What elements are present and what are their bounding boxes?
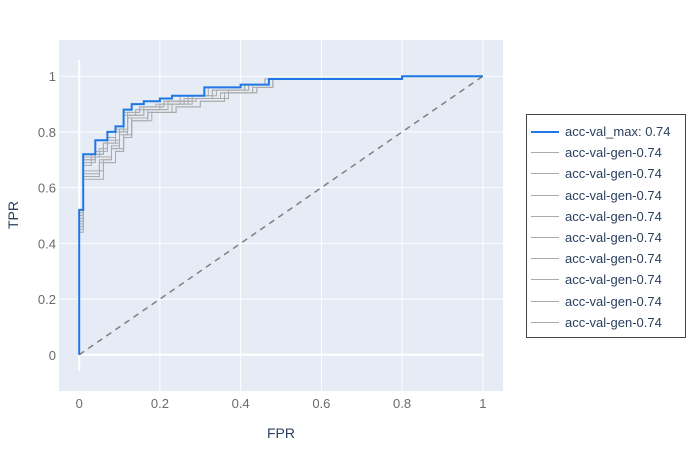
legend-label: acc-val-gen-0.74 — [565, 272, 662, 288]
series-line-gen-9 — [78, 75, 483, 355]
legend-label: acc-val-gen-0.74 — [565, 314, 662, 330]
legend-item[interactable]: acc-val_max: 0.74 — [531, 121, 685, 142]
x-tick-label: 0 — [76, 396, 83, 411]
legend-label: acc-val_max: 0.74 — [565, 124, 671, 140]
diagonal-layer — [78, 75, 484, 356]
legend-swatch — [531, 173, 559, 175]
legend-item[interactable]: acc-val-gen-0.74 — [531, 163, 685, 184]
y-tick-label: 1 — [49, 69, 56, 84]
legend-item[interactable]: acc-val-gen-0.74 — [531, 291, 685, 312]
y-tick-label: 0.8 — [38, 125, 56, 140]
x-tick-label: 1 — [479, 396, 486, 411]
legend-item[interactable]: acc-val-gen-0.74 — [531, 269, 685, 290]
legend-swatch — [531, 215, 559, 217]
legend-label: acc-val-gen-0.74 — [565, 293, 662, 309]
legend-swatch — [531, 279, 559, 281]
legend-swatch — [531, 152, 559, 154]
y-tick-label: 0.2 — [38, 292, 56, 307]
x-tick-label: 0.6 — [312, 396, 330, 411]
legend-swatch — [531, 258, 559, 260]
x-axis-title: FPR — [267, 425, 295, 441]
legend: acc-val_max: 0.74 acc-val-gen-0.74 acc-val… — [526, 114, 686, 338]
legend-swatch — [531, 300, 559, 302]
x-tick-label: 0.8 — [393, 396, 411, 411]
y-tick-label: 0 — [49, 348, 56, 363]
legend-swatch — [531, 130, 559, 133]
legend-swatch — [531, 321, 559, 323]
legend-label: acc-val-gen-0.74 — [565, 208, 662, 224]
diagonal-reference-line — [78, 75, 484, 356]
x-tick-labels: 0 0.2 0.4 0.6 0.8 1 — [76, 396, 487, 411]
legend-swatch — [531, 237, 559, 239]
legend-label: acc-val-gen-0.74 — [565, 166, 662, 182]
legend-label: acc-val-gen-0.74 — [565, 145, 662, 161]
legend-label: acc-val-gen-0.74 — [565, 187, 662, 203]
series-layer — [78, 75, 483, 355]
legend-item[interactable]: acc-val-gen-0.74 — [531, 248, 685, 269]
series-line-max — [78, 75, 483, 355]
y-tick-labels: 0 0.2 0.4 0.6 0.8 1 — [38, 69, 56, 363]
legend-label: acc-val-gen-0.74 — [565, 251, 662, 267]
legend-item[interactable]: acc-val-gen-0.74 — [531, 206, 685, 227]
y-tick-label: 0.6 — [38, 181, 56, 196]
legend-label: acc-val-gen-0.74 — [565, 230, 662, 246]
legend-swatch — [531, 194, 559, 196]
y-axis-title: TPR — [5, 201, 21, 229]
x-tick-label: 0.4 — [232, 396, 250, 411]
x-tick-label: 0.2 — [151, 396, 169, 411]
legend-item[interactable]: acc-val-gen-0.74 — [531, 142, 685, 163]
legend-item[interactable]: acc-val-gen-0.74 — [531, 312, 685, 333]
legend-item[interactable]: acc-val-gen-0.74 — [531, 185, 685, 206]
legend-item[interactable]: acc-val-gen-0.74 — [531, 227, 685, 248]
y-tick-label: 0.4 — [38, 236, 56, 251]
